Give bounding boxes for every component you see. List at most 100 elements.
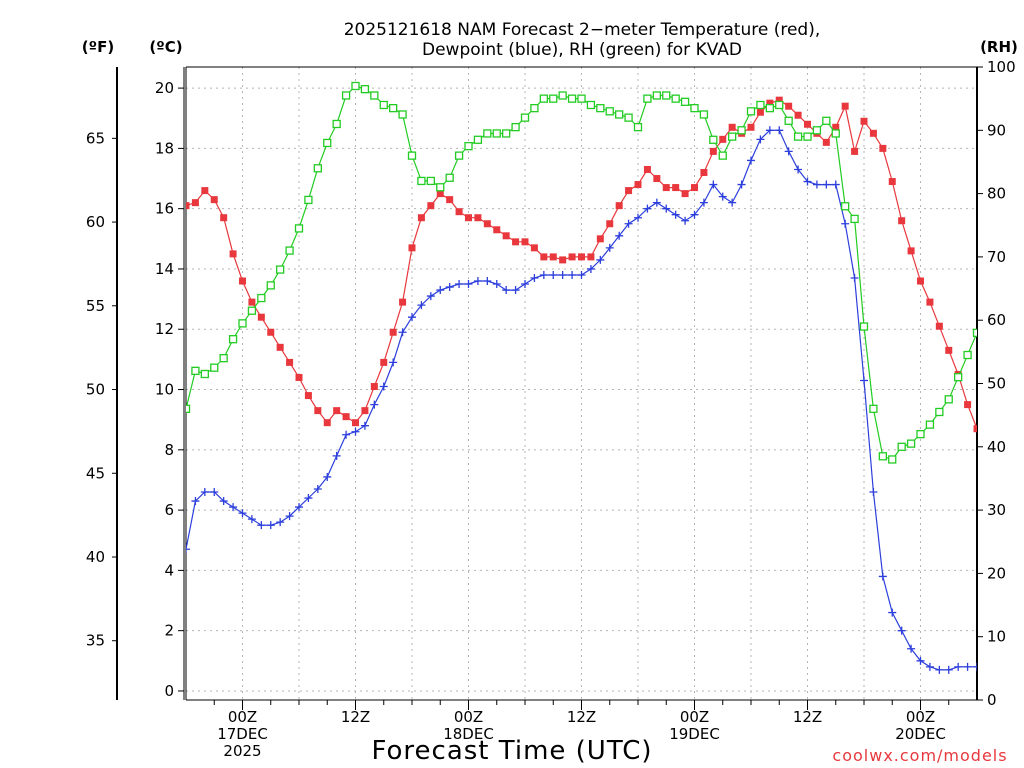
rh-point (266, 281, 275, 290)
temperature-point (389, 328, 397, 336)
x-tick-label: 12Z (793, 708, 822, 726)
rh-point (615, 110, 624, 119)
temperature-point (700, 169, 708, 176)
temperature-point (465, 214, 472, 222)
rh-point (859, 322, 869, 331)
dewpoint-point (483, 277, 492, 286)
dewpoint-point (596, 255, 605, 264)
series-rh (186, 81, 977, 464)
temperature-point (455, 208, 463, 216)
rh-point (728, 132, 737, 141)
rh-point (850, 214, 859, 224)
dewpoint-point (408, 313, 416, 322)
dewpoint-point (186, 545, 190, 554)
rh-point (596, 103, 605, 113)
x-axis-label: Forecast Time (UTC) (371, 736, 652, 766)
rh-point (360, 85, 370, 94)
temperature-point (380, 358, 388, 366)
dewpoint-point (445, 283, 454, 292)
rh-point (313, 164, 322, 173)
temperature-point (822, 138, 830, 146)
dewpoint-point (822, 180, 831, 189)
rh-point (417, 176, 426, 186)
celsius-tick-label: 4 (164, 561, 174, 579)
temperature-point (276, 343, 284, 351)
rh-point (841, 202, 850, 211)
temperature-point (568, 253, 576, 261)
series-temperature (186, 96, 977, 433)
dewpoint-point (455, 280, 464, 289)
rh-point (756, 100, 765, 110)
rh-point (483, 129, 492, 138)
temperature-point (672, 184, 680, 192)
temperature-point (926, 298, 934, 306)
temperature-point (342, 413, 350, 421)
x-tick-label: 12Z (341, 708, 370, 726)
dewpoint-point (634, 213, 642, 222)
dewpoint-point (652, 198, 661, 207)
temperature-point (549, 253, 557, 261)
x-tick-label: 00Z (228, 708, 257, 726)
dewpoint-point (539, 270, 548, 279)
celsius-axis-unit: (ºC) (149, 38, 182, 56)
dewpoint-point (502, 286, 511, 295)
rh-point (549, 94, 558, 103)
dewpoint-point (615, 231, 624, 240)
chart-title-line1: 2025121618 NAM Forecast 2−meter Temperat… (344, 20, 821, 40)
temperature-point (860, 117, 868, 125)
temperature-point (804, 120, 811, 128)
temperature-point (436, 190, 444, 198)
rh-tick-label: 70 (987, 248, 1006, 266)
dewpoint-point (860, 376, 868, 385)
temperature-point (785, 102, 793, 110)
celsius-tick-label: 14 (155, 260, 174, 278)
rh-point (436, 183, 445, 192)
rh-point (407, 151, 417, 160)
rh-point (680, 97, 690, 106)
x-tick-label: 18DEC (443, 725, 494, 743)
rh-point (737, 126, 746, 135)
axes: 0 2 4 6 8 10 12 14 16 18 20 35 40 45 50 55 60 65 0 10 20 30 40… (86, 58, 1016, 760)
rh-point (699, 110, 709, 119)
temperature-point (333, 407, 341, 415)
rh-point (294, 224, 304, 233)
temperature-point (229, 250, 237, 258)
dewpoint-point (200, 488, 209, 497)
rh-tick-label: 50 (987, 375, 1006, 393)
celsius-tick-label: 2 (164, 622, 174, 640)
rh-point (944, 395, 953, 404)
rh-point (586, 100, 596, 110)
temperature-point (474, 214, 482, 222)
temperature-point (766, 99, 774, 107)
rh-point (869, 404, 878, 413)
temperature-point (295, 373, 303, 381)
dewpoint-point (765, 126, 774, 135)
temperature-point (239, 277, 246, 285)
fahrenheit-tick-label: 45 (86, 464, 105, 482)
temperature-point (662, 184, 670, 192)
rh-point (210, 363, 219, 372)
x-tick-label: 17DEC (217, 725, 268, 743)
temperature-point (832, 123, 840, 131)
rh-point (671, 94, 680, 103)
dewpoint-point (925, 662, 934, 671)
rh-point (276, 265, 285, 274)
celsius-tick-label: 6 (164, 501, 174, 519)
dewpoint-point (643, 204, 652, 213)
dewpoint-point (831, 180, 840, 189)
temperature-point (879, 144, 887, 152)
rh-point (567, 94, 577, 103)
dewpoint-point (718, 192, 727, 201)
fahrenheit-tick-label: 55 (86, 297, 105, 315)
dewpoint-point (464, 280, 473, 289)
source-credit: coolwx.com/models (832, 746, 1007, 765)
rh-point (935, 407, 944, 417)
rh-point (690, 103, 699, 113)
dewpoint-point (624, 219, 633, 228)
dewpoint-point (709, 180, 718, 189)
temperature-point (775, 96, 783, 104)
rh-tick-label: 100 (987, 58, 1016, 76)
temperature-point (267, 328, 275, 336)
rh-tick-label: 40 (987, 438, 1006, 456)
temperature-point (417, 214, 425, 222)
